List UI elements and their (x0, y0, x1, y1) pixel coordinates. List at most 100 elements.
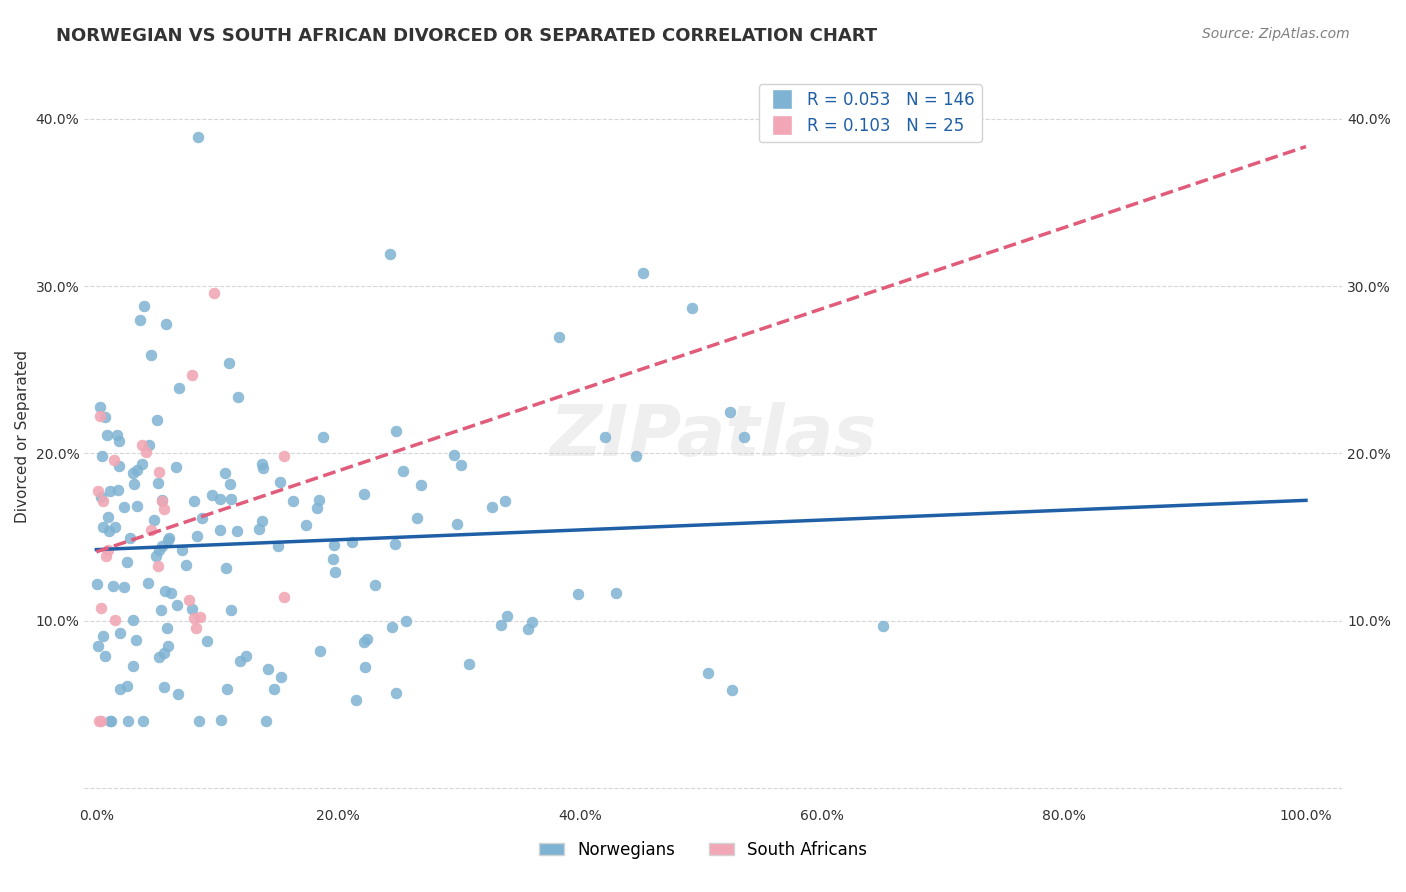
Point (167, 381, 190, 395)
Point (733, 430, 755, 444)
Point (146, 412, 169, 426)
Point (353, 487, 375, 501)
Point (100, 483, 122, 498)
Point (283, 494, 305, 508)
Point (187, 130, 209, 145)
Point (91, 629, 114, 643)
Point (548, 330, 571, 344)
Text: Source: ZipAtlas.com: Source: ZipAtlas.com (1202, 27, 1350, 41)
Point (721, 683, 744, 698)
Point (153, 584, 176, 599)
Point (112, 500, 135, 514)
Point (250, 514, 273, 528)
Point (208, 492, 231, 507)
Point (381, 620, 404, 634)
Point (100, 714, 122, 728)
Legend: Norwegians, South Africans: Norwegians, South Africans (533, 835, 873, 866)
Point (174, 558, 197, 572)
Point (138, 438, 160, 452)
Point (226, 524, 249, 538)
Point (91, 449, 114, 463)
Point (195, 633, 218, 648)
Point (308, 643, 330, 657)
Point (322, 538, 344, 552)
Point (148, 650, 170, 665)
Point (273, 450, 295, 464)
Point (167, 687, 190, 701)
Point (380, 246, 402, 260)
Point (392, 464, 415, 478)
Point (405, 511, 427, 525)
Point (457, 657, 479, 671)
Point (90, 490, 112, 504)
Point (218, 356, 240, 370)
Point (148, 542, 170, 557)
Point (624, 449, 647, 463)
Point (446, 516, 468, 531)
Point (135, 445, 157, 459)
Point (156, 639, 179, 653)
Point (150, 540, 173, 554)
Point (150, 603, 173, 617)
Point (142, 513, 165, 527)
Point (322, 552, 344, 566)
Point (122, 613, 145, 627)
Point (718, 405, 741, 419)
Point (121, 659, 143, 673)
Point (117, 714, 139, 728)
Point (188, 714, 211, 728)
Point (215, 560, 238, 574)
Point (157, 531, 180, 545)
Point (202, 286, 225, 301)
Point (131, 438, 153, 452)
Point (520, 615, 543, 630)
Point (97, 524, 120, 538)
Point (481, 500, 503, 514)
Point (155, 317, 177, 331)
Point (90, 714, 112, 728)
Point (90, 600, 112, 615)
Point (86, 639, 108, 653)
Point (340, 534, 363, 549)
Point (228, 390, 250, 404)
Point (125, 633, 148, 648)
Point (183, 611, 205, 625)
Point (409, 477, 432, 491)
Point (356, 632, 378, 647)
Point (394, 614, 416, 628)
Point (156, 533, 179, 548)
Point (250, 458, 273, 472)
Point (125, 463, 148, 477)
Point (681, 301, 703, 316)
Point (229, 654, 252, 668)
Point (91, 520, 114, 534)
Point (128, 313, 150, 327)
Point (221, 602, 243, 616)
Point (150, 493, 173, 508)
Point (132, 299, 155, 313)
Point (104, 613, 127, 627)
Point (294, 518, 316, 533)
Point (89, 409, 111, 424)
Point (496, 609, 519, 624)
Point (93, 493, 115, 508)
Point (170, 543, 193, 558)
Point (364, 578, 387, 592)
Point (697, 665, 720, 680)
Point (517, 622, 540, 636)
Point (138, 576, 160, 591)
Point (190, 511, 212, 525)
Point (107, 483, 129, 497)
Point (323, 565, 346, 579)
Point (384, 537, 406, 551)
Point (141, 523, 163, 537)
Point (631, 266, 654, 280)
Point (263, 681, 285, 696)
Point (186, 529, 208, 543)
Point (273, 590, 295, 604)
Point (443, 448, 465, 462)
Point (153, 646, 176, 660)
Point (308, 493, 330, 508)
Point (156, 621, 179, 635)
Point (108, 682, 131, 697)
